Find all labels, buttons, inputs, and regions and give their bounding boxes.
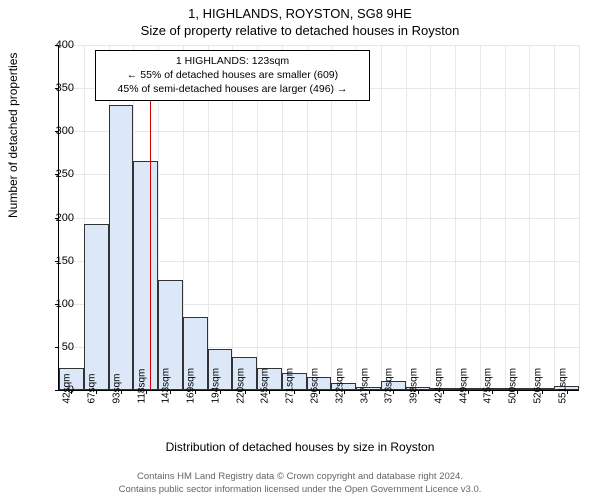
ytick-label: 100 bbox=[34, 298, 74, 310]
y-axis-label: Number of detached properties bbox=[6, 53, 20, 218]
ytick-label: 300 bbox=[34, 125, 74, 137]
footer-attribution: Contains HM Land Registry data © Crown c… bbox=[0, 471, 600, 496]
property-marker-line bbox=[150, 92, 151, 390]
gridline-v bbox=[529, 45, 530, 390]
x-axis-label: Distribution of detached houses by size … bbox=[0, 440, 600, 454]
gridline-v bbox=[554, 45, 555, 390]
annotation-line3: 45% of semi-detached houses are larger (… bbox=[102, 82, 363, 96]
histogram-bar bbox=[133, 161, 158, 390]
chart-title-main: 1, HIGHLANDS, ROYSTON, SG8 9HE bbox=[0, 0, 600, 21]
chart-container: 1, HIGHLANDS, ROYSTON, SG8 9HE Size of p… bbox=[0, 0, 600, 500]
gridline-v bbox=[381, 45, 382, 390]
ytick-label: 50 bbox=[34, 341, 74, 353]
gridline-v bbox=[505, 45, 506, 390]
ytick-label: 250 bbox=[34, 168, 74, 180]
gridline-v bbox=[430, 45, 431, 390]
ytick-label: 400 bbox=[34, 39, 74, 51]
footer-line2: Contains public sector information licen… bbox=[0, 484, 600, 496]
ytick-label: 150 bbox=[34, 255, 74, 267]
gridline-v bbox=[406, 45, 407, 390]
histogram-bar bbox=[109, 105, 134, 390]
gridline-v bbox=[455, 45, 456, 390]
chart-title-sub: Size of property relative to detached ho… bbox=[0, 21, 600, 38]
annotation-box: 1 HIGHLANDS: 123sqm← 55% of detached hou… bbox=[95, 50, 370, 101]
gridline-h bbox=[59, 131, 579, 132]
annotation-line1: 1 HIGHLANDS: 123sqm bbox=[102, 54, 363, 68]
ytick-label: 200 bbox=[34, 212, 74, 224]
gridline-h bbox=[59, 45, 579, 46]
ytick-label: 350 bbox=[34, 82, 74, 94]
gridline-v bbox=[480, 45, 481, 390]
histogram-bar bbox=[84, 224, 109, 390]
gridline-v bbox=[579, 45, 580, 390]
annotation-line2: ← 55% of detached houses are smaller (60… bbox=[102, 68, 363, 82]
footer-line1: Contains HM Land Registry data © Crown c… bbox=[0, 471, 600, 483]
